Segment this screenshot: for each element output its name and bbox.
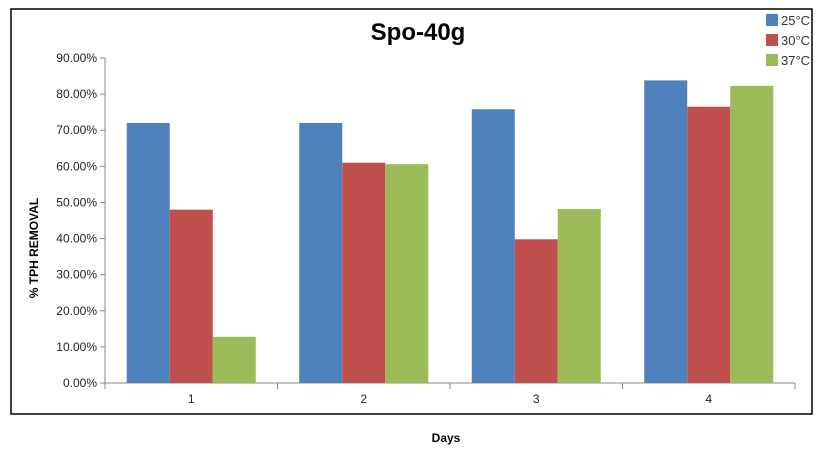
x-tick-label: 3 (533, 392, 540, 406)
legend: 25°C 30°C 37°C (766, 13, 810, 68)
bar (342, 162, 386, 383)
bar (557, 208, 601, 383)
y-tick-label: 90.00% (56, 51, 97, 65)
axes: 0.00% 10.00% 20.00% 30.00% 40.00% 50.00% 60.00… (56, 51, 796, 406)
bars (126, 80, 774, 384)
bar (212, 336, 256, 383)
y-tick-label: 60.00% (56, 159, 97, 173)
legend-swatch (766, 54, 778, 66)
bar (169, 209, 213, 383)
x-axis-label: Days (432, 431, 461, 445)
bar (687, 106, 731, 383)
chart-title: Spo-40g (371, 19, 466, 46)
bar (126, 123, 170, 383)
legend-label: 25°C (781, 13, 810, 28)
bar (385, 164, 429, 383)
y-tick-label: 50.00% (56, 195, 97, 209)
x-tick-label: 2 (360, 392, 367, 406)
bar (471, 109, 515, 384)
bar (730, 85, 774, 384)
legend-swatch (766, 14, 778, 26)
bar (299, 123, 343, 383)
x-tick-label: 1 (188, 392, 195, 406)
bar (644, 80, 688, 383)
bar (514, 239, 558, 383)
y-tick-label: 0.00% (63, 376, 97, 390)
legend-label: 37°C (781, 53, 810, 68)
y-axis-label: % TPH REMOVAL (27, 198, 41, 298)
legend-swatch (766, 34, 778, 46)
y-tick-label: 30.00% (56, 268, 97, 282)
y-tick-label: 20.00% (56, 304, 97, 318)
x-tick-label: 4 (705, 392, 712, 406)
legend-label: 30°C (781, 33, 810, 48)
y-tick-label: 40.00% (56, 232, 97, 246)
y-tick-label: 10.00% (56, 340, 97, 354)
y-tick-label: 80.00% (56, 87, 97, 101)
y-tick-label: 70.00% (56, 123, 97, 137)
